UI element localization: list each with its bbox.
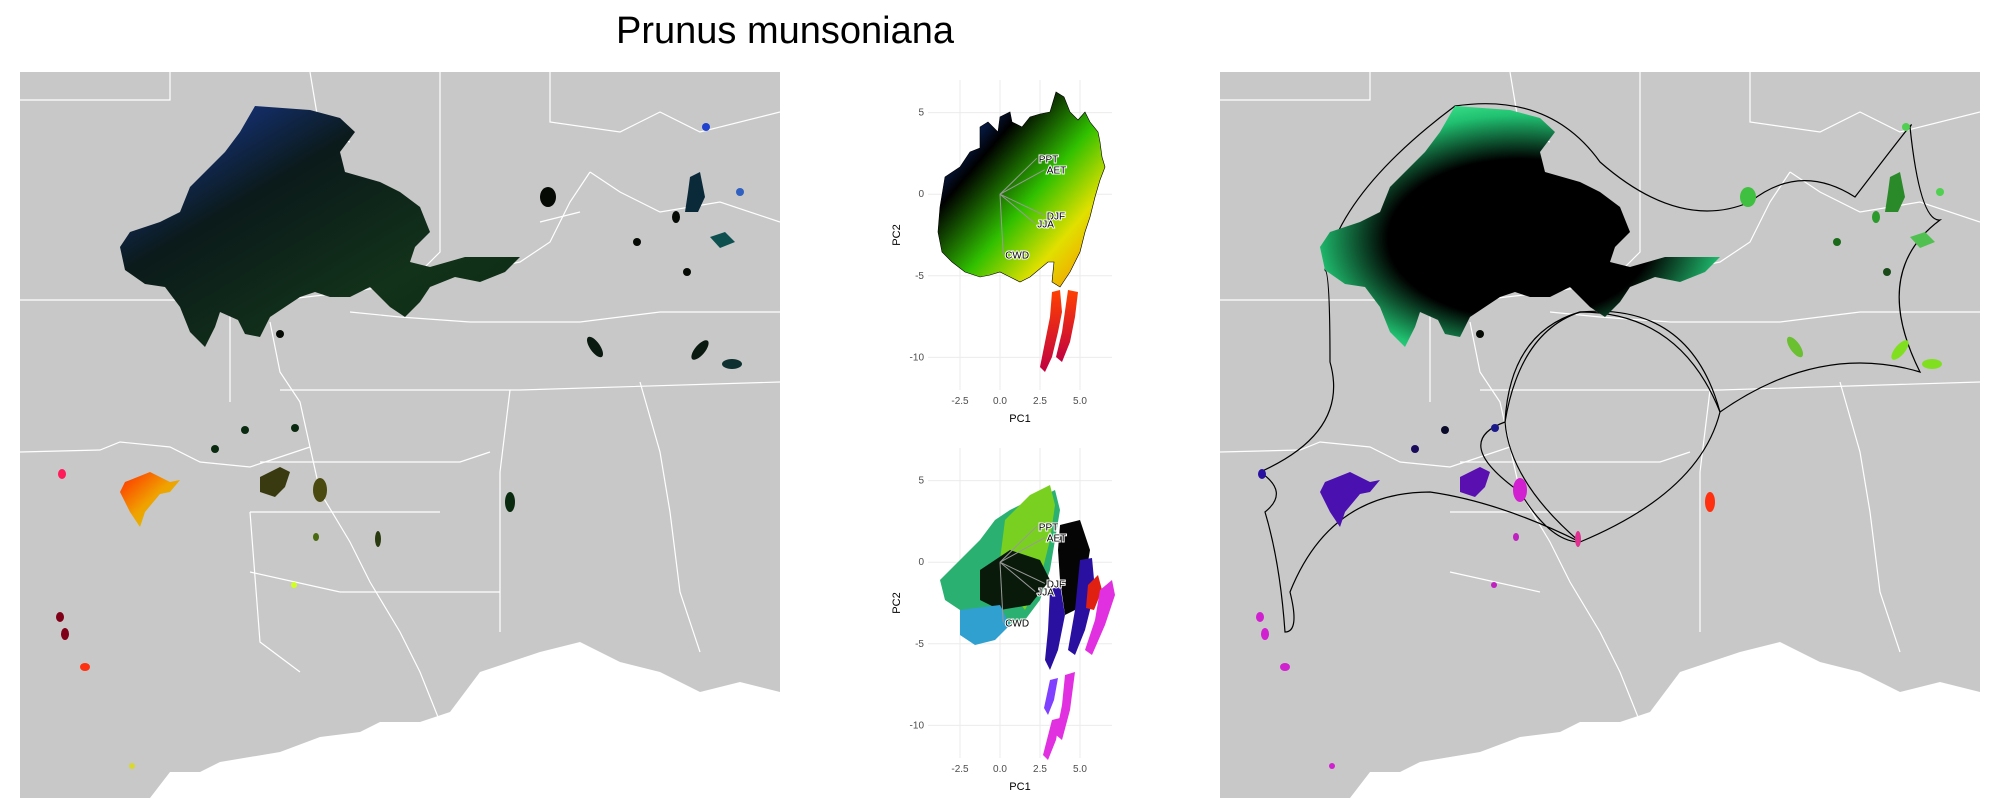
left-range-map: [20, 72, 780, 798]
x-tick-label: 2.5: [1033, 396, 1047, 407]
loading-vector-cwd: [999, 562, 1004, 623]
range-blob-north: [1320, 106, 1720, 347]
loading-vector-aet: [999, 169, 1046, 195]
vector-label-ppt: PPT: [1039, 154, 1058, 165]
y-tick-label: 0: [918, 189, 924, 200]
point-cloud-tail: [1040, 290, 1062, 372]
loading-vector-djf: [999, 193, 1046, 216]
x-tick-label: 5.0: [1073, 396, 1087, 407]
right-range-map: [1220, 72, 1980, 798]
x-tick-label: 2.5: [1033, 764, 1047, 775]
gulf-coast-water: [1350, 642, 1980, 798]
vector-label-ppt: PPT: [1039, 522, 1058, 533]
x-tick-label: -2.5: [951, 764, 969, 775]
state-borders: [1220, 72, 1980, 798]
point-cloud-tail: [1056, 290, 1078, 362]
y-tick-label: -10: [910, 352, 925, 363]
page-title: Prunus munsoniana: [616, 10, 954, 52]
vector-label-aet: AET: [1047, 166, 1066, 177]
range-patches: [56, 123, 744, 769]
x-tick-label: 0.0: [993, 396, 1007, 407]
y-tick-label: 0: [918, 557, 924, 568]
x-tick-label: -2.5: [951, 396, 969, 407]
range-patches: [1256, 123, 1944, 769]
loading-vector-aet: [999, 537, 1046, 563]
x-axis-label: PC1: [1009, 781, 1030, 793]
axes: -2.5 0.0 2.5 5.0 5 0 -5 -10 PC1 PC2: [891, 108, 1087, 425]
loading-vector-cwd: [999, 194, 1004, 255]
y-axis-label: PC2: [891, 592, 903, 613]
y-tick-label: 5: [918, 108, 924, 119]
y-tick-label: 5: [918, 476, 924, 487]
loading-vector-ppt: [999, 525, 1038, 563]
vector-label-aet: AET: [1047, 534, 1066, 545]
loading-vector-jja: [999, 193, 1036, 224]
vector-label-djf: DJF: [1047, 211, 1065, 222]
y-axis-label: PC2: [891, 224, 903, 245]
point-cloud: [937, 91, 1106, 288]
vector-label-cwd: CWD: [1005, 619, 1029, 630]
x-tick-label: 5.0: [1073, 764, 1087, 775]
x-tick-label: 0.0: [993, 764, 1007, 775]
y-tick-label: -10: [910, 720, 925, 731]
vector-label-jja: JJA: [1037, 220, 1054, 231]
point-cloud: [940, 485, 1115, 760]
gulf-coast-water: [150, 642, 780, 798]
vector-label-jja: JJA: [1037, 588, 1054, 599]
loading-vector-jja: [999, 561, 1036, 592]
range-blob-north: [120, 106, 520, 347]
y-tick-label: -5: [915, 639, 924, 650]
axes: -2.5 0.0 2.5 5.0 5 0 -5 -10 PC1 PC2: [891, 476, 1087, 793]
y-tick-label: -5: [915, 271, 924, 282]
vector-label-djf: DJF: [1047, 579, 1065, 590]
loading-vector-djf: [999, 561, 1046, 584]
vector-label-cwd: CWD: [1005, 251, 1029, 262]
x-axis-label: PC1: [1009, 413, 1030, 425]
loading-vector-ppt: [999, 157, 1038, 195]
